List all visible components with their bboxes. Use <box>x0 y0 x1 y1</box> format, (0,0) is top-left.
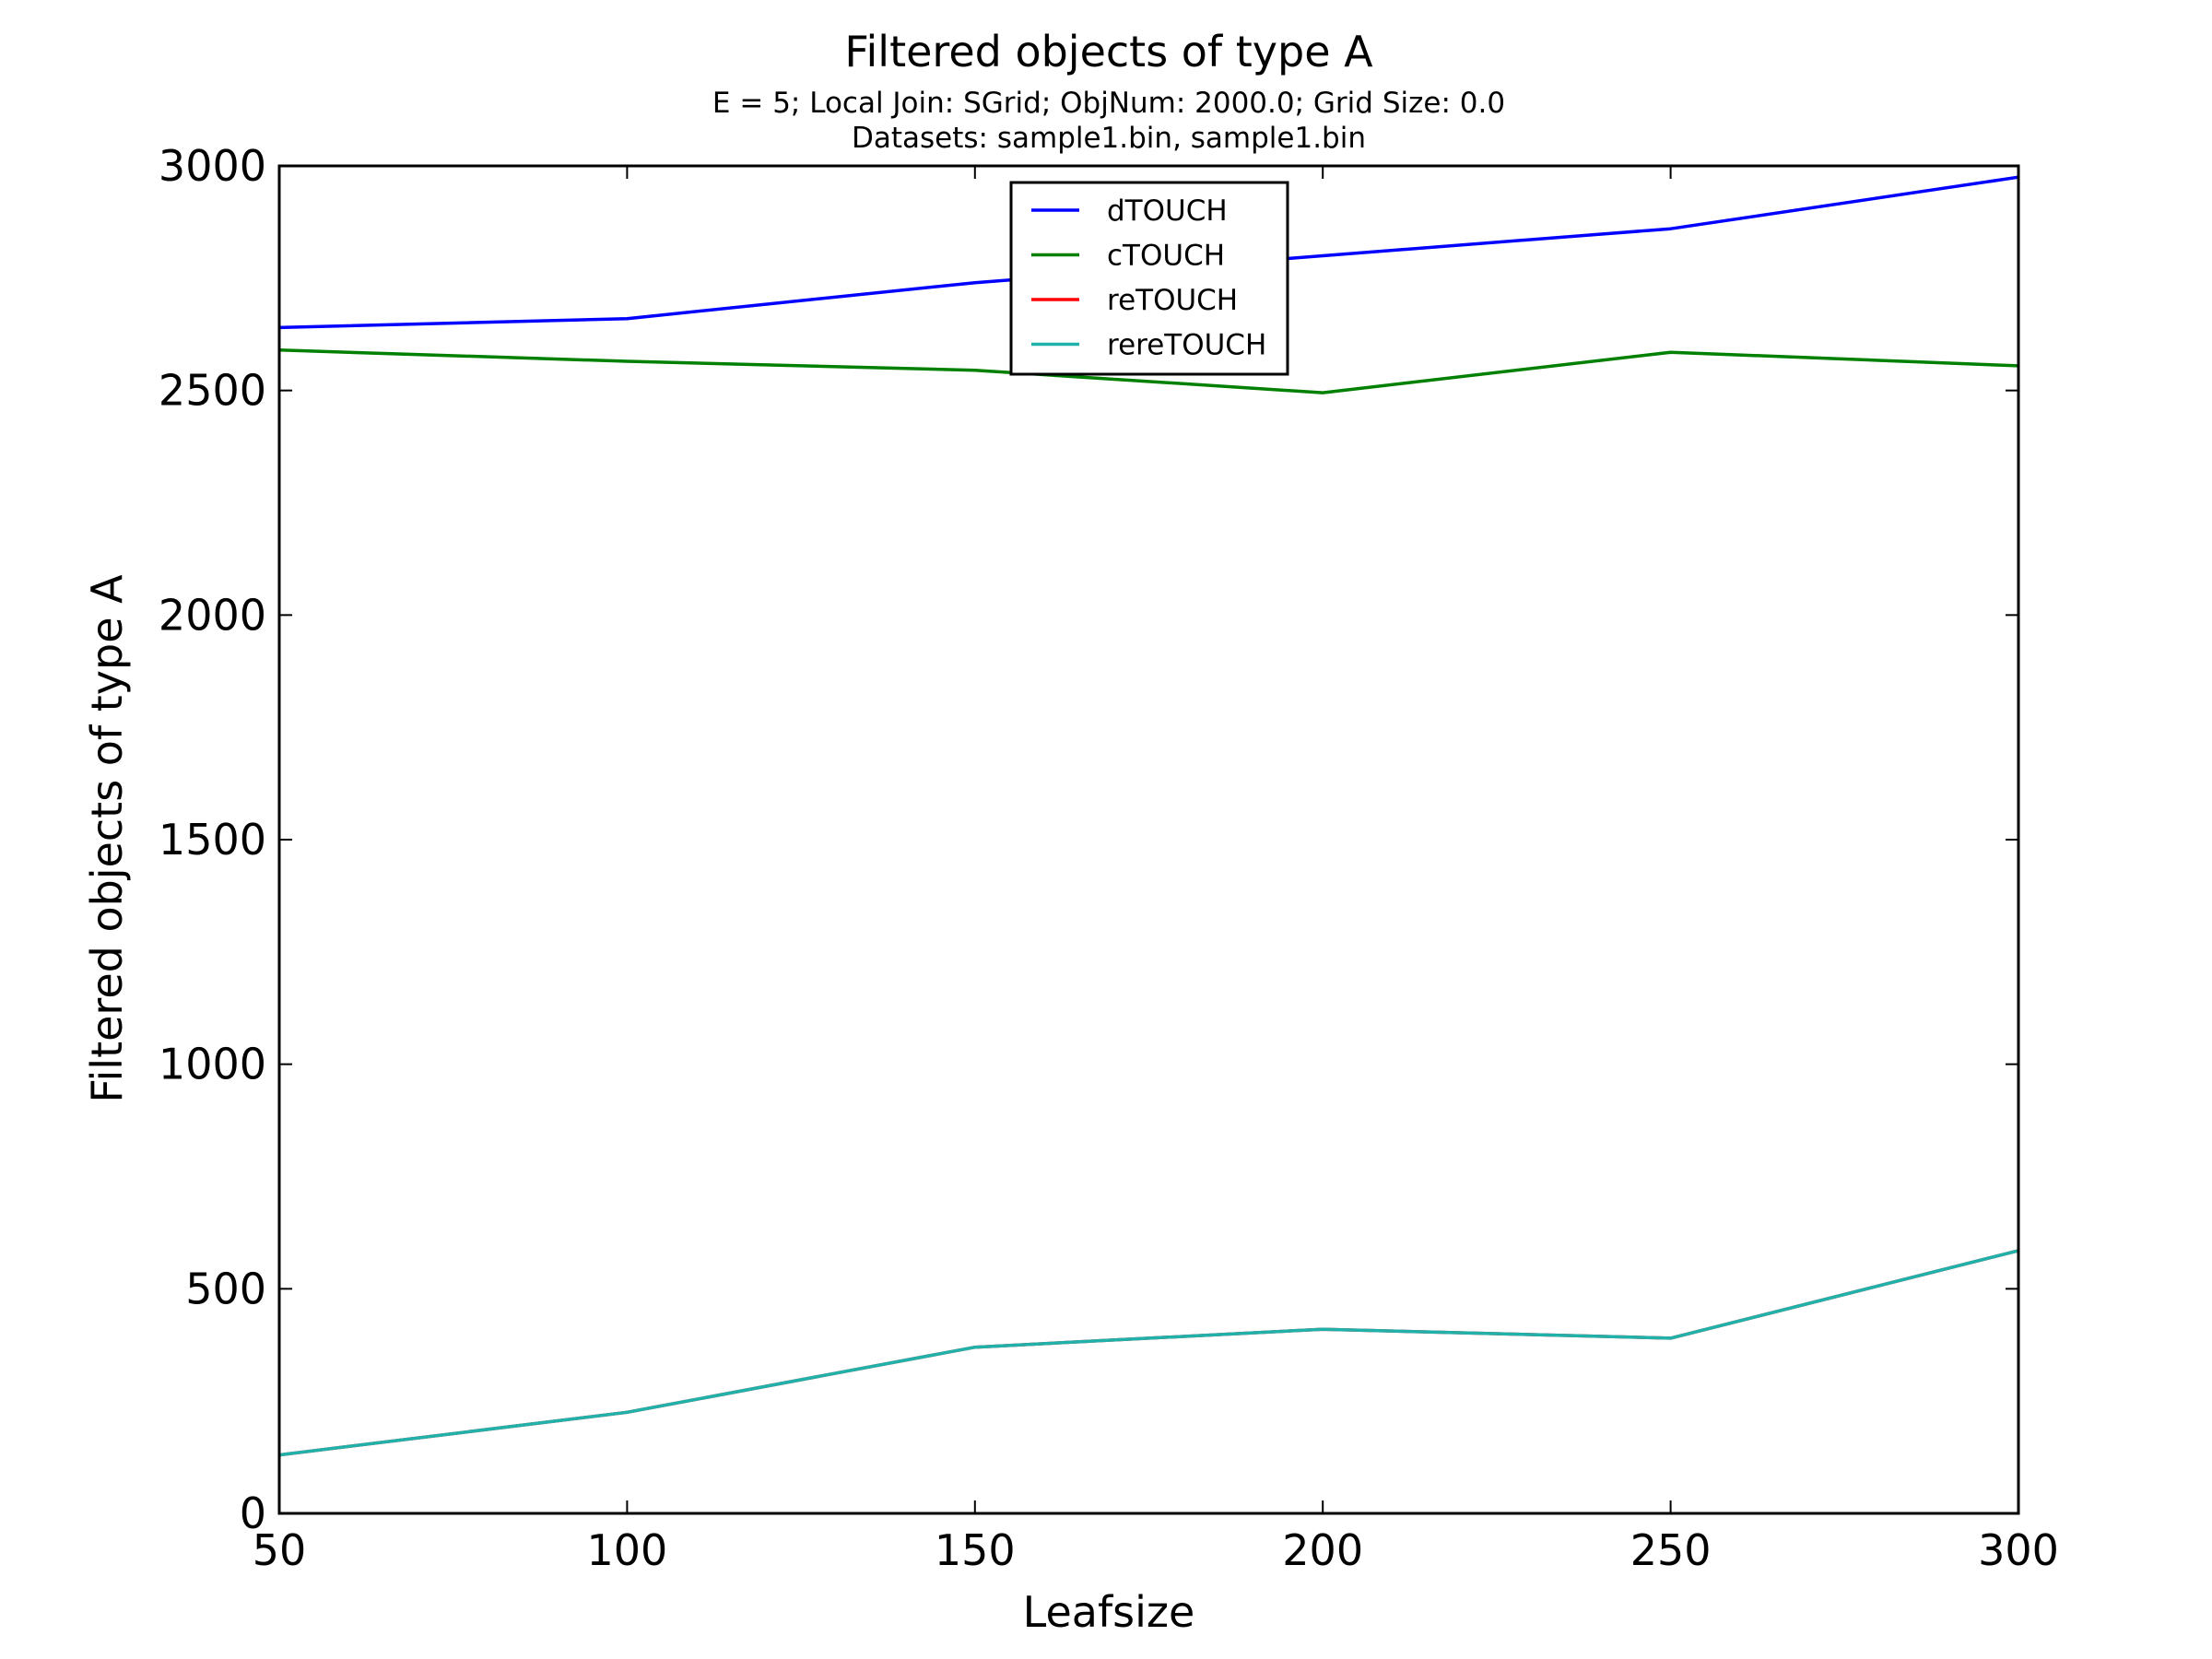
series-line-ctouch <box>278 348 2019 394</box>
x-tick-label: 100 <box>586 1525 667 1575</box>
series-line-reretouch <box>278 1249 2019 1457</box>
legend-label: cTOUCH <box>1107 240 1225 273</box>
x-tick-label: 50 <box>253 1525 307 1575</box>
legend-item-reretouch: rereTOUCH <box>1031 329 1266 362</box>
x-tick-label: 250 <box>1630 1525 1712 1575</box>
x-tick-label: 300 <box>1978 1525 2059 1575</box>
chart-title: Filtered objects of type A <box>844 27 1373 76</box>
legend-item-dtouch: dTOUCH <box>1031 194 1228 228</box>
x-axis-label: Leafsize <box>1023 1587 1195 1637</box>
chart-subtitle-line-2: Datasets: sample1.bin, sample1.bin <box>852 122 1366 155</box>
y-tick-label: 1500 <box>159 815 266 865</box>
x-tick-label: 200 <box>1282 1525 1363 1575</box>
legend-box <box>1009 181 1289 376</box>
legend-item-retouch: reTOUCH <box>1031 284 1238 317</box>
chart-subtitle-line-1: E = 5; Local Join: SGrid; ObjNum: 2000.0… <box>712 87 1505 120</box>
y-tick-label: 2000 <box>159 590 266 640</box>
y-tick-label: 1000 <box>159 1040 266 1089</box>
axes-layer: 50 100 150 200 250 30005001000150020002500300… <box>159 141 2059 1575</box>
legend: dTOUCH cTOUCH reTOUCH rereTOUCH <box>1009 181 1289 376</box>
legend-item-ctouch: cTOUCH <box>1031 240 1225 273</box>
legend-label: rereTOUCH <box>1107 329 1266 362</box>
legend-label: dTOUCH <box>1107 194 1228 228</box>
legend-label: reTOUCH <box>1107 284 1238 317</box>
x-tick-label: 150 <box>935 1525 1016 1575</box>
y-tick-label: 0 <box>240 1488 266 1538</box>
y-axis-label: Filtered objects of type A <box>82 574 132 1103</box>
y-tick-label: 3000 <box>159 141 266 191</box>
y-tick-label: 500 <box>185 1264 266 1313</box>
y-tick-label: 2500 <box>159 366 266 416</box>
